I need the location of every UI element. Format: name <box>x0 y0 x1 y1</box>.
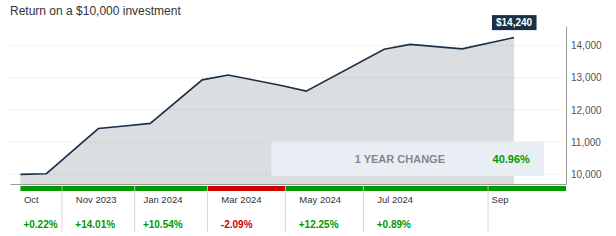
x-tick-label: Oct <box>24 194 39 205</box>
y-tick-label: 11,000 <box>571 137 601 148</box>
x-tick-label: Sep <box>492 194 509 205</box>
year-change-box <box>271 141 543 176</box>
y-axis-line <box>566 27 567 185</box>
title: Return on a $10,000 investment <box>10 4 181 18</box>
end-label-text: $14,240 <box>496 17 533 28</box>
plot-area <box>20 38 514 184</box>
period-separator <box>488 186 489 232</box>
period-change: +0.89% <box>377 219 411 230</box>
period-separator <box>285 186 286 232</box>
x-tick: May 2024 <box>296 184 341 205</box>
y-tick: 14,000 <box>566 40 602 51</box>
x-tick: Jan 2024 <box>140 184 182 205</box>
y-tick: 13,000 <box>566 72 602 83</box>
x-tick: Sep <box>489 184 509 205</box>
period-separator <box>134 186 135 232</box>
period-bar <box>207 186 285 191</box>
x-axis: Oct Nov 2023 Jan 2024 Mar 2024 May 2024 Jul 2… <box>11 184 567 205</box>
period-separator <box>363 186 364 232</box>
period-bar <box>285 186 363 191</box>
x-tick: Mar 2024 <box>218 184 261 205</box>
end-label: $14,240 <box>492 15 537 30</box>
x-tick-label: May 2024 <box>299 194 341 205</box>
period-change: +0.22% <box>23 219 57 230</box>
x-tick-label: Jul 2024 <box>377 194 413 205</box>
y-tick-label: 14,000 <box>571 40 602 51</box>
annotations: $14,240 1 YEAR CHANGE 40.96% +0.22% +14.01% +… <box>23 15 543 230</box>
y-axis: 10,000 11,000 12,000 13,000 14,000 <box>566 27 602 185</box>
area <box>20 38 514 184</box>
year-change-value: 40.96% <box>493 153 531 165</box>
end-label-box <box>492 15 537 30</box>
y-tick-label: 12,000 <box>571 105 602 116</box>
period-bar <box>363 186 488 191</box>
period-bar <box>135 186 208 191</box>
period-bar <box>62 186 135 191</box>
period-change: +12.25% <box>299 219 339 230</box>
y-tick: 11,000 <box>566 137 601 148</box>
y-tick: 10,000 <box>566 169 602 180</box>
period-change: -2.09% <box>221 219 253 230</box>
line <box>20 38 514 175</box>
period-bar <box>488 186 566 191</box>
year-change-label: 1 YEAR CHANGE <box>355 153 445 165</box>
periods <box>20 186 566 232</box>
y-tick-label: 13,000 <box>571 72 602 83</box>
period-change: +10.54% <box>143 219 183 230</box>
x-tick: Jul 2024 <box>374 184 413 205</box>
period-bar <box>20 186 62 191</box>
y-tick: 12,000 <box>566 105 602 116</box>
chart: 10,000 11,000 12,000 13,000 14,000 Oct Nov 202… <box>0 0 616 236</box>
x-tick: Nov 2023 <box>73 184 117 205</box>
period-separator <box>61 186 62 232</box>
period-change: +14.01% <box>75 219 115 230</box>
x-axis-line <box>11 184 567 185</box>
period-separator <box>207 186 208 232</box>
x-tick-label: Jan 2024 <box>143 194 182 205</box>
x-tick-label: Nov 2023 <box>76 194 117 205</box>
y-tick-label: 10,000 <box>571 169 602 180</box>
x-tick-label: Mar 2024 <box>221 194 261 205</box>
x-tick: Oct <box>21 184 39 205</box>
